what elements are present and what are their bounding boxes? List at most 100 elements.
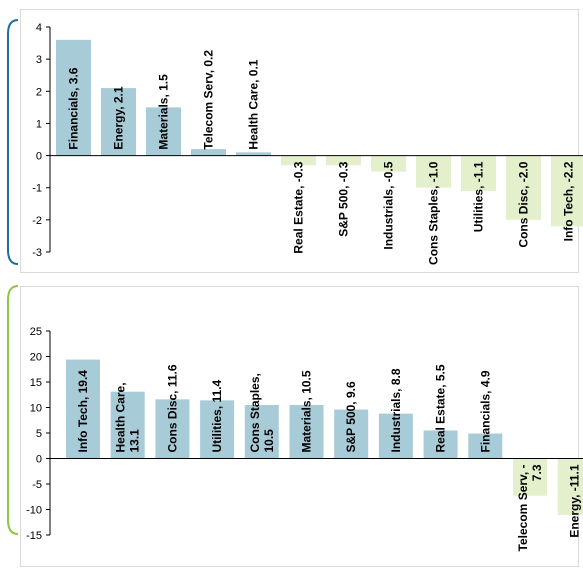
bar-s-p-500 <box>326 155 361 166</box>
data-label-text: S&P 500, 9.6 <box>344 381 358 452</box>
data-label-text: Real Estate, -0.3 <box>292 161 306 253</box>
data-label: Financials, 4.9 <box>478 370 492 452</box>
y-tick-label: -5 <box>32 479 42 491</box>
data-label-text: Financials, 4.9 <box>478 370 492 452</box>
bar-utilities <box>200 400 235 459</box>
data-label: Industrials, -0.5 <box>382 161 396 249</box>
bar-s-p-500 <box>334 409 369 459</box>
data-label-text: Cons Staples, <box>248 373 262 452</box>
bar-financials <box>56 39 91 156</box>
data-label: Info Tech, -2.2 <box>562 161 576 241</box>
data-label: Real Estate, -0.3 <box>292 161 306 253</box>
bar-materials <box>146 107 181 156</box>
bar-telecom-serv <box>191 149 226 156</box>
data-label: Real Estate, 5.5 <box>434 364 448 452</box>
y-tick-label: 25 <box>30 326 42 338</box>
bar-telecom-serv <box>513 458 547 496</box>
bar-real-estate <box>281 155 316 166</box>
bar-energy <box>557 458 583 516</box>
bar-real-estate <box>423 430 458 459</box>
data-label-text: Utilities, 11.4 <box>210 379 224 452</box>
data-label-text: Real Estate, 5.5 <box>434 364 448 452</box>
data-label-text: 10.5 <box>262 429 276 453</box>
bar-cons-staples <box>244 404 279 459</box>
data-label-text: 13.1 <box>128 429 142 453</box>
data-label-text: Info Tech, -2.2 <box>562 161 576 241</box>
bottom-bars <box>66 359 583 516</box>
bottom-y-axis-ticks: 25 20 15 10 5 0 -5 -10 -15 <box>26 326 50 542</box>
y-tick-label: 20 <box>30 352 42 364</box>
data-label-text: Utilities, -1.1 <box>472 161 486 232</box>
top-panel-bracket <box>7 19 19 265</box>
bar-cons-staples <box>416 155 451 188</box>
data-label-text: Telecom Serv, - <box>516 465 530 552</box>
data-label-text: Industrials, -0.5 <box>382 161 396 249</box>
data-label: Health Care, 0.1 <box>247 59 261 149</box>
bar-health-care <box>236 152 271 156</box>
y-tick-label: 2 <box>36 86 42 98</box>
bar-info-tech <box>66 359 100 459</box>
data-label: Health Care, 13.1 <box>114 382 142 452</box>
data-label-text: Cons Disc, -2.0 <box>517 161 531 247</box>
data-label: Materials, 1.5 <box>157 74 171 150</box>
y-tick-label: -1 <box>32 183 42 195</box>
bar-cons-disc <box>506 155 541 220</box>
data-label: Cons Disc, -2.0 <box>517 161 531 247</box>
bar-industrials <box>378 413 413 459</box>
data-label: Cons Staples, -1.0 <box>427 161 441 265</box>
y-tick-label: 1 <box>36 118 42 130</box>
bar-info-tech <box>551 155 583 227</box>
data-label: Cons Disc, 11.6 <box>165 364 179 452</box>
data-label: Financials, 3.6 <box>67 67 81 149</box>
data-label: S&P 500, -0.3 <box>337 161 351 236</box>
bar-materials <box>289 404 324 459</box>
y-tick-label: 0 <box>36 151 42 163</box>
data-label-text: Telecom Serv, 0.2 <box>202 50 216 150</box>
data-label: Utilities, -1.1 <box>472 161 486 232</box>
data-label-text: Materials, 1.5 <box>157 74 171 150</box>
y-tick-label: -10 <box>26 505 42 517</box>
y-tick-label: -15 <box>26 530 42 542</box>
y-tick-label: -2 <box>32 215 42 227</box>
y-tick-label: 3 <box>36 54 42 66</box>
bar-financials <box>468 433 503 459</box>
bottom-panel-bracket <box>7 285 19 535</box>
y-tick-label: 4 <box>36 22 42 34</box>
y-tick-label: 10 <box>30 403 42 415</box>
y-tick-label: -3 <box>32 247 42 259</box>
data-label-text: Energy, -11.1 <box>568 464 582 537</box>
data-label-text: Cons Staples, -1.0 <box>427 161 441 265</box>
data-label-text: Industrials, 8.8 <box>389 368 403 452</box>
data-label: Energy, 2.1 <box>112 86 126 149</box>
data-label-text: S&P 500, -0.3 <box>337 161 351 236</box>
data-label-text: Materials, 10.5 <box>300 370 314 452</box>
data-label-text: Energy, 2.1 <box>112 86 126 149</box>
bar-energy <box>101 88 136 156</box>
y-tick-label: 15 <box>30 377 42 389</box>
bar-utilities <box>461 155 496 191</box>
data-label-text: Financials, 3.6 <box>67 67 81 149</box>
bar-health-care <box>110 391 145 459</box>
data-label: Energy, -11.1 <box>568 464 582 537</box>
bottom-data-labels: Info Tech, 19.4 Health Care, 13.1 Cons Disc… <box>76 364 582 551</box>
data-label: Telecom Serv, -7.3 <box>516 464 544 551</box>
data-label: Materials, 10.5 <box>300 370 314 452</box>
data-label-text: Health Care, 0.1 <box>247 59 261 149</box>
data-label-text: Info Tech, 19.4 <box>76 370 90 453</box>
top-bars <box>56 39 583 227</box>
top-data-labels: Financials, 3.6 Energy, 2.1 Materials, 1.5… <box>67 50 576 265</box>
bar-cons-disc <box>155 399 190 459</box>
y-tick-label: 0 <box>36 454 42 466</box>
top-y-axis-ticks: 4 3 2 1 0 -1 -2 -3 <box>32 22 50 259</box>
data-label: Cons Staples, 10.5 <box>248 373 276 452</box>
data-label-text: Health Care, <box>114 382 128 452</box>
data-label: Info Tech, 19.4 <box>76 370 90 453</box>
top-chart-panel: 4 3 2 1 0 -1 -2 -3 Financials, 3.6 Energy, 2.1 Ma… <box>7 9 583 273</box>
data-label-text: 7.3 <box>530 464 544 481</box>
data-label-text: Cons Disc, 11.6 <box>165 364 179 452</box>
data-label: S&P 500, 9.6 <box>344 381 358 452</box>
data-label: Telecom Serv, 0.2 <box>202 50 216 150</box>
data-label: Utilities, 11.4 <box>210 379 224 452</box>
bottom-chart-panel: 25 20 15 10 5 0 -5 -10 -15 Info Tech, 19.4 Health… <box>7 285 583 567</box>
